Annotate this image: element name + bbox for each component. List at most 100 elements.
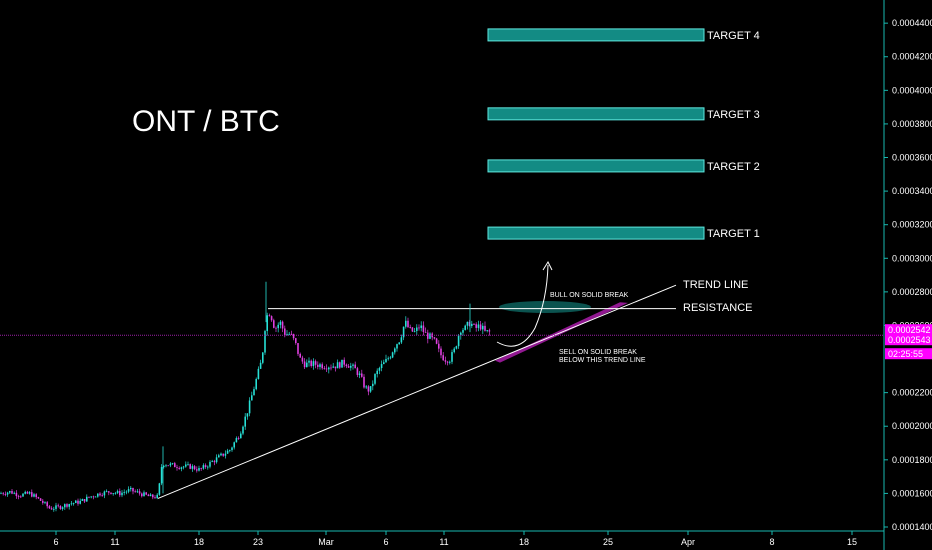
candle-body (185, 464, 187, 467)
candle-body (473, 323, 475, 325)
candle-body (292, 334, 295, 339)
candle-body (130, 487, 132, 490)
candle-body (229, 450, 231, 451)
candle-body (468, 321, 471, 327)
candle-body (48, 506, 51, 509)
candle-body (163, 465, 165, 467)
candle-body (141, 493, 143, 497)
candle-body (35, 494, 37, 498)
candle-body (394, 348, 396, 353)
bull-arrow-head (542, 260, 553, 271)
candle-body (350, 365, 352, 368)
x-tick-labels: 6 11 18 23 Mar 6 11 18 25 Apr 8 15 (53, 531, 857, 547)
candle-body (158, 483, 161, 495)
candle-body (299, 353, 301, 358)
candle-body (211, 461, 213, 462)
candle-body (257, 368, 260, 380)
candle-body (28, 492, 31, 494)
candle-body (451, 352, 453, 362)
candle-body (422, 325, 425, 332)
candle-body (86, 496, 88, 502)
y-tick-label: 0.0003200 (892, 220, 932, 230)
candle-body (266, 315, 268, 332)
candle-body (59, 506, 62, 509)
candle-body (55, 505, 57, 509)
candle-body (284, 328, 286, 336)
bull-annotation: BULL ON SOLID BREAK (550, 292, 629, 299)
candle-body (251, 395, 253, 401)
candle-body (202, 465, 205, 469)
x-tick-label: 11 (439, 537, 448, 547)
candle-body (108, 491, 110, 493)
candle-body (79, 500, 81, 504)
candle-body (411, 327, 414, 332)
candle-body (2, 493, 4, 495)
candle-body (336, 362, 339, 369)
candle-body (193, 466, 196, 470)
y-tick-label: 0.0003800 (892, 119, 932, 129)
candle-body (224, 453, 227, 456)
candle-body (385, 358, 387, 363)
candle-body (196, 469, 198, 471)
candle-body (147, 494, 150, 497)
candle-body (33, 494, 35, 497)
candle-body (488, 330, 491, 332)
chart-title: ONT / BTC (132, 105, 280, 138)
candle-body (180, 467, 183, 469)
candle-body (396, 344, 398, 349)
candle-body (253, 389, 255, 396)
candle-body (207, 466, 209, 468)
candle-body (152, 494, 154, 498)
candle-body (484, 325, 486, 331)
sell-annotation-line2: BELOW THIS TREND LINE (559, 357, 646, 364)
candle-body (174, 463, 176, 468)
candle-body (127, 489, 130, 492)
candle-body (416, 327, 418, 331)
candle-body (121, 492, 123, 496)
candle-body (167, 465, 169, 467)
candle-body (325, 368, 328, 370)
price-tag-label: 02:25:55 (888, 349, 923, 359)
target-box (487, 226, 705, 240)
candle-body (242, 426, 244, 434)
candle-body (61, 507, 64, 509)
candle-body (444, 360, 447, 362)
candle-body (17, 496, 20, 497)
x-tick-label: 11 (110, 537, 119, 547)
candle-body (187, 464, 189, 465)
candle-body (75, 500, 77, 504)
y-tick-label: 0.0002800 (892, 287, 932, 297)
candle-body (114, 492, 117, 494)
price-tag-label: 0.0002542 (888, 325, 931, 335)
candle-body (440, 348, 442, 356)
candle-body (464, 325, 466, 330)
candle-body (81, 499, 84, 501)
candle-body (424, 331, 427, 333)
x-tick-label: 6 (53, 537, 58, 547)
candle-body (119, 491, 121, 496)
candle-body (363, 376, 365, 388)
candle-body (66, 504, 68, 507)
candle-body (306, 362, 308, 368)
candle-body (103, 491, 106, 496)
candle-body (220, 453, 222, 456)
candle-body (341, 359, 343, 368)
x-tick-label: 18 (519, 537, 529, 547)
candle-body (273, 320, 275, 328)
candle-body (328, 367, 330, 370)
sell-annotation-line1: SELL ON SOLID BREAK (559, 349, 637, 356)
candle-body (413, 330, 416, 332)
candle-body (400, 337, 403, 343)
candle-body (262, 352, 264, 363)
candle-body (378, 368, 381, 371)
candle-body (402, 326, 405, 338)
candle-body (22, 493, 24, 497)
candle-body (231, 447, 233, 451)
candle-body (457, 335, 460, 347)
candle-body (376, 370, 378, 375)
candle-body (343, 359, 345, 365)
candle-body (409, 327, 411, 328)
x-tick-label: Apr (681, 537, 695, 547)
candle-body (418, 327, 420, 329)
candle-body (321, 364, 323, 369)
